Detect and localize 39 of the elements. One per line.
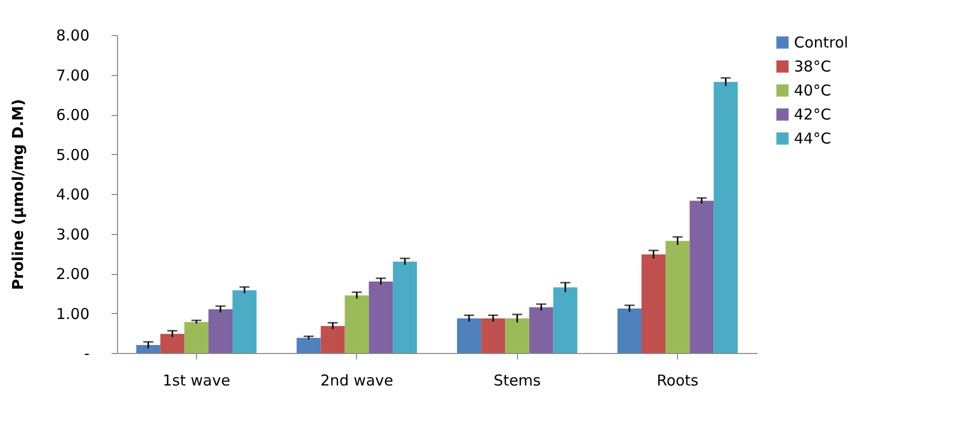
bar (368, 281, 393, 353)
legend-label: Control (794, 34, 848, 52)
y-tick-label: 8.00 (56, 26, 90, 44)
bar (714, 82, 738, 353)
bar (553, 287, 578, 353)
bar (457, 318, 482, 353)
x-tick-label: 1st wave (162, 372, 230, 390)
bar (690, 200, 714, 353)
x-tick-label: 2nd wave (320, 372, 394, 390)
y-tick-label: 6.00 (56, 106, 90, 124)
legend-label: 42°C (794, 106, 832, 124)
x-tick-label: Stems (494, 372, 541, 390)
bar (296, 338, 321, 353)
bar (208, 309, 232, 353)
x-tick-label: Roots (656, 372, 699, 390)
y-tick-label: 7.00 (56, 66, 90, 84)
bar (184, 322, 208, 353)
bar (320, 326, 345, 353)
bar (617, 308, 642, 353)
bar (505, 318, 530, 353)
y-tick-label: 2.00 (56, 265, 90, 283)
legend-label: 38°C (794, 58, 832, 76)
y-tick-label: 3.00 (56, 225, 90, 244)
bar (392, 262, 417, 353)
bar (160, 334, 184, 353)
legend-label: 44°C (794, 130, 832, 148)
y-tick-label: 5.00 (56, 146, 90, 164)
bar (642, 254, 666, 353)
bar (344, 295, 369, 353)
y-tick-label: - (84, 344, 90, 362)
y-tick-label: 4.00 (56, 186, 90, 204)
bar (136, 345, 160, 353)
bar (232, 290, 257, 353)
y-tick-label: 1.00 (56, 304, 90, 323)
bar (481, 318, 506, 353)
bar (666, 240, 690, 353)
legend-label: 40°C (794, 82, 832, 100)
y-axis-title: Proline (µmol/mg D.M) (9, 98, 28, 290)
bar (529, 307, 554, 353)
